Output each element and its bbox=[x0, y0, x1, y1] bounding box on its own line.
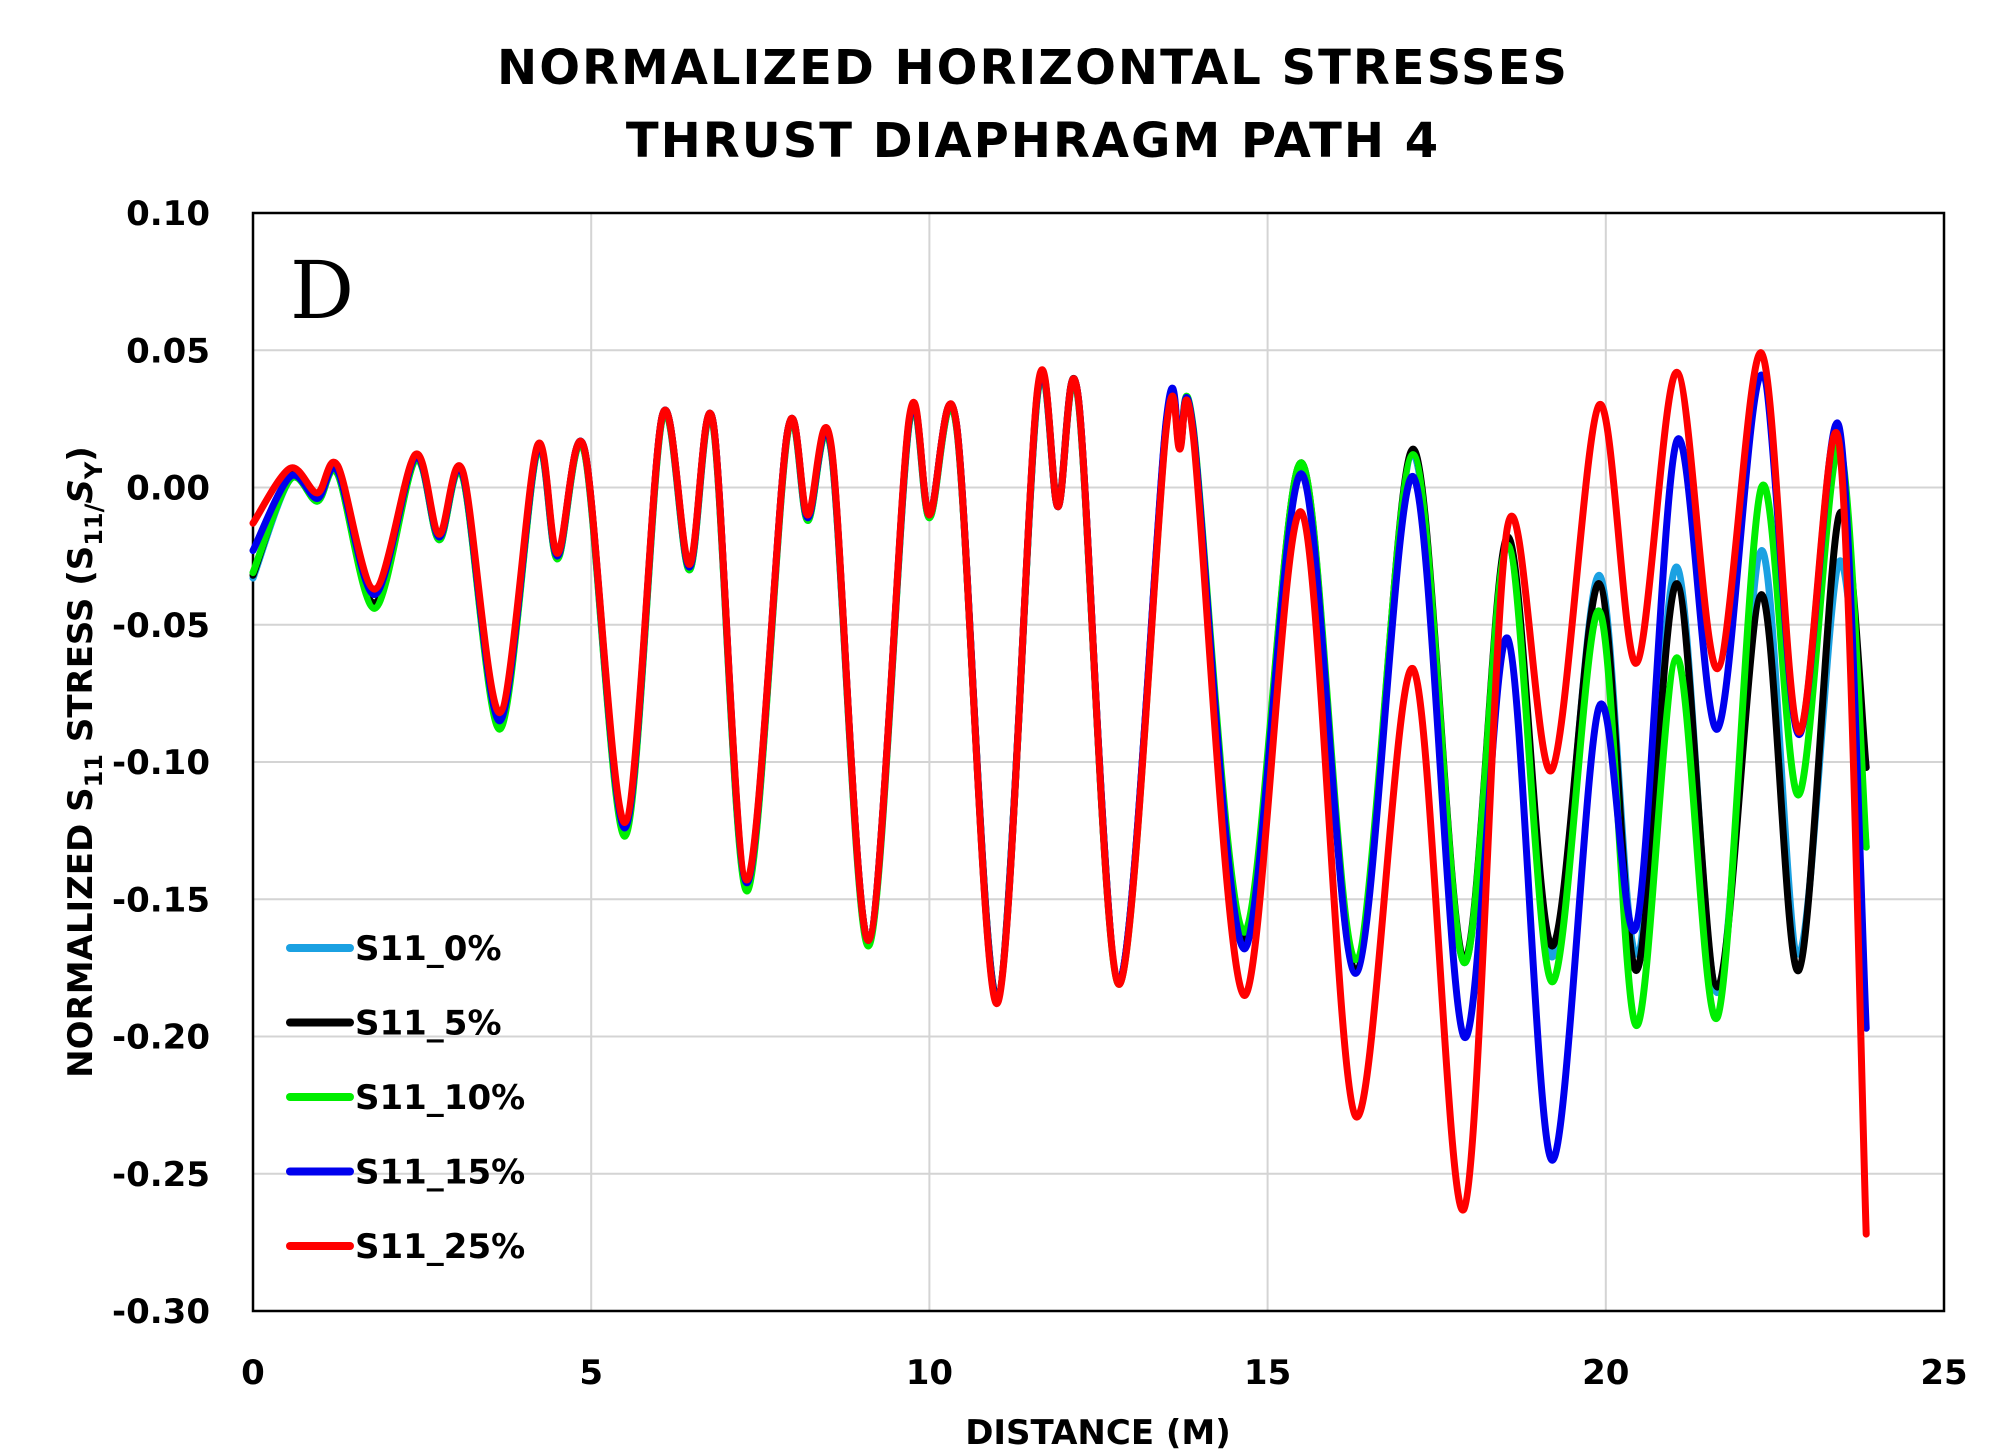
x-tick-labels: 0 5 10 15 20 25 bbox=[241, 1353, 1968, 1393]
y-tick-label: -0.05 bbox=[112, 606, 210, 646]
plot-frame bbox=[251, 211, 1946, 1313]
y-tick-label: 0.05 bbox=[126, 331, 210, 371]
legend-label: S11_5% bbox=[355, 1004, 502, 1044]
y-label-mid: STRESS (S bbox=[61, 546, 101, 754]
legend-label: S11_0% bbox=[355, 929, 502, 969]
x-tick-label: 15 bbox=[1244, 1353, 1291, 1393]
y-tick-labels: 0.10 0.05 0.00 -0.05 -0.10 -0.15 -0.20 -0.25 -0.… bbox=[112, 194, 210, 1332]
chart-title-line-1: NORMALIZED HORIZONTAL STRESSES bbox=[497, 40, 1569, 96]
y-label-s: S bbox=[61, 479, 101, 504]
y-tick-label: 0.10 bbox=[126, 194, 210, 234]
y-tick-label: -0.30 bbox=[112, 1292, 210, 1332]
x-tick-label: 5 bbox=[579, 1353, 603, 1393]
y-label-sub-1: 11 bbox=[80, 754, 108, 787]
x-axis-label: DISTANCE (M) bbox=[965, 1413, 1231, 1453]
y-tick-label: -0.20 bbox=[112, 1018, 210, 1058]
legend-label: S11_10% bbox=[355, 1078, 525, 1118]
y-tick-label: -0.10 bbox=[112, 743, 210, 783]
legend-label: S11_25% bbox=[355, 1227, 525, 1267]
y-axis-label: NORMALIZED S11 STRESS (S11/SY) bbox=[61, 446, 108, 1078]
x-tick-label: 0 bbox=[241, 1353, 265, 1393]
x-tick-label: 10 bbox=[906, 1353, 953, 1393]
y-tick-label: -0.25 bbox=[112, 1155, 210, 1195]
y-tick-label: 0.00 bbox=[126, 469, 210, 509]
series-line-s11-25- bbox=[249, 349, 1870, 1238]
legend-label: S11_15% bbox=[355, 1153, 525, 1193]
y-label-prefix: NORMALIZED S bbox=[61, 787, 101, 1077]
y-label-sub-3: Y bbox=[80, 461, 108, 480]
y-label-sub-2: 11/ bbox=[80, 503, 108, 545]
chart-title-line-2: THRUST DIAPHRAGM PATH 4 bbox=[626, 113, 1440, 169]
legend: S11_0% S11_5% S11_10% S11_15% S11_25% bbox=[286, 929, 525, 1267]
x-tick-label: 20 bbox=[1582, 1353, 1629, 1393]
series-group bbox=[249, 349, 1870, 1238]
panel-label: D bbox=[290, 244, 354, 337]
y-tick-label: -0.15 bbox=[112, 880, 210, 920]
x-tick-label: 25 bbox=[1920, 1353, 1967, 1393]
y-label-suffix: ) bbox=[61, 446, 101, 462]
